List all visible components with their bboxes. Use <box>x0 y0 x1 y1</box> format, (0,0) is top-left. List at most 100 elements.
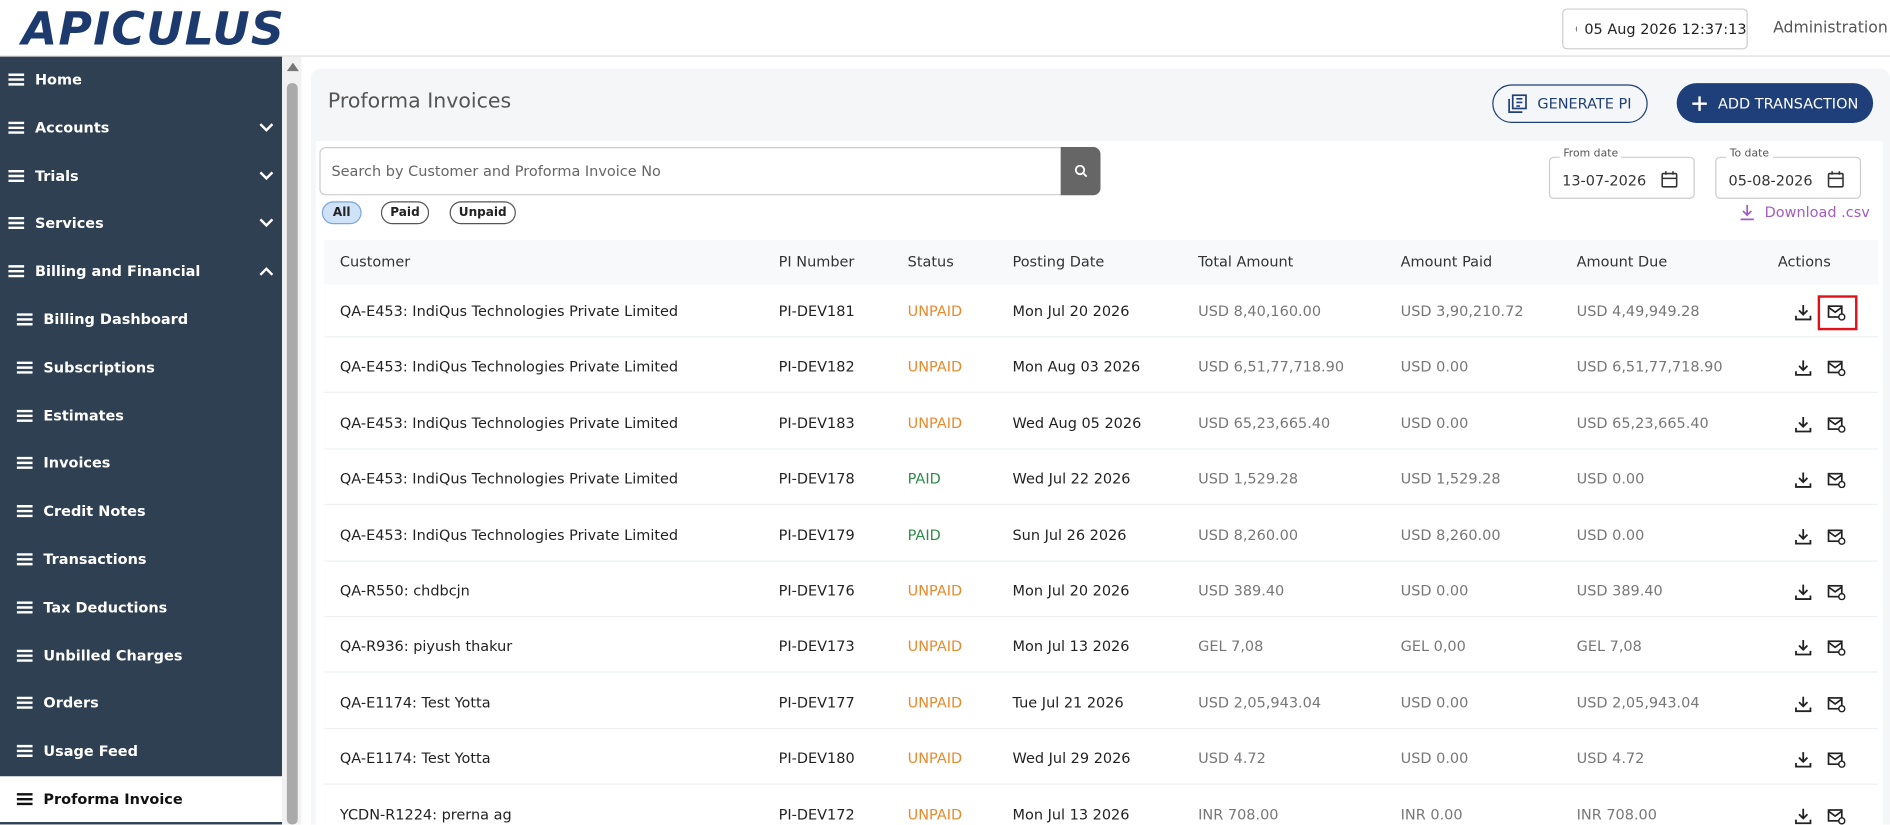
sidebar-item[interactable]: Proforma Invoice <box>0 776 283 823</box>
download-action[interactable] <box>1795 414 1812 437</box>
mail-icon <box>1827 584 1846 601</box>
filter-chip[interactable]: Paid <box>380 201 430 225</box>
sidebar-label[interactable]: Orders <box>43 694 99 712</box>
email-action[interactable] <box>1827 526 1846 549</box>
email-action[interactable] <box>1827 470 1846 493</box>
add-transaction-button[interactable]: ADD TRANSACTION <box>1676 83 1874 123</box>
scroll-up[interactable] <box>286 62 299 72</box>
email-action[interactable] <box>1827 750 1846 773</box>
scroll-thumb[interactable] <box>286 83 298 825</box>
sidebar-label[interactable]: Accounts <box>34 119 110 136</box>
table-cell: PI-DEV173 <box>778 638 855 655</box>
table-cell: USD 1,529.28 <box>1400 470 1501 488</box>
generate-label[interactable]: GENERATE PI <box>1537 95 1632 113</box>
search-button[interactable] <box>1060 147 1101 196</box>
chevron[interactable] <box>259 267 274 277</box>
filter-chip[interactable]: All <box>321 201 362 225</box>
email-action[interactable] <box>1827 358 1846 381</box>
to-date-field[interactable]: To date 05-08-2026 <box>1715 148 1862 199</box>
email-action[interactable] <box>1827 806 1846 825</box>
sidebar-item[interactable]: Usage Feed <box>0 728 282 774</box>
calendar-icon[interactable] <box>1827 171 1844 188</box>
download-action[interactable] <box>1795 303 1812 326</box>
download-icon <box>1795 360 1812 377</box>
table-cell: Mon Jul 20 2026 <box>1012 302 1130 320</box>
table-cell: QA-E453: IndiQus Technologies Private Li… <box>339 302 679 320</box>
sidebar-label[interactable]: Proforma Invoice <box>43 790 183 808</box>
table-cell: USD 0.00 <box>1576 470 1645 488</box>
table-cell: USD 8,260.00 <box>1198 526 1299 544</box>
table-cell: Mon Jul 13 2026 <box>1012 805 1130 823</box>
table-row <box>324 733 1878 784</box>
download-action[interactable] <box>1795 358 1812 381</box>
user-name[interactable]: Administration <box>1773 19 1888 38</box>
generate-pi-button[interactable]: GENERATE PI <box>1492 84 1648 123</box>
sidebar-item[interactable]: Tax Deductions <box>0 584 282 630</box>
table-cell: PI-DEV178 <box>778 470 855 488</box>
sidebar-label[interactable]: Billing and Financial <box>34 262 201 280</box>
from-label: From date <box>1559 148 1622 161</box>
download-action[interactable] <box>1795 526 1812 549</box>
sidebar-item[interactable]: Trials <box>0 153 282 199</box>
sidebar-label[interactable]: Invoices <box>43 454 111 472</box>
sidebar-item[interactable]: Orders <box>0 680 282 726</box>
user-menu[interactable]: Administration ▾ <box>1773 19 1890 37</box>
sidebar-item[interactable]: Invoices <box>0 440 282 486</box>
table-cell: Wed Aug 05 2026 <box>1012 414 1142 432</box>
download-csv[interactable]: Download .csv <box>1739 203 1870 221</box>
email-action[interactable] <box>1827 694 1846 717</box>
chevron[interactable] <box>259 171 274 181</box>
sidebar-label[interactable]: Estimates <box>43 406 124 424</box>
sidebar-item[interactable]: Billing and Financial <box>0 249 282 295</box>
table-cell: USD 0.00 <box>1576 526 1645 544</box>
table-cell: GEL 7,08 <box>1576 638 1642 655</box>
sidebar-item[interactable]: Accounts <box>0 105 282 151</box>
sidebar-item[interactable]: Billing Dashboard <box>0 297 282 343</box>
sidebar-item[interactable]: Subscriptions <box>0 344 282 390</box>
download-action[interactable] <box>1795 470 1812 493</box>
sidebar-label[interactable]: Credit Notes <box>43 502 146 520</box>
download-action[interactable] <box>1795 694 1812 717</box>
sidebar-label[interactable]: Services <box>34 215 104 232</box>
to-date: 05-08-2026 <box>1728 172 1813 190</box>
sidebar-label[interactable]: Home <box>34 71 82 88</box>
download-action[interactable] <box>1795 750 1812 773</box>
email-action[interactable] <box>1827 638 1846 661</box>
column-header: Amount Paid <box>1400 253 1493 271</box>
table-cell: USD 6,51,77,718.90 <box>1576 358 1723 376</box>
download-label[interactable]: Download .csv <box>1764 203 1870 221</box>
sidebar-label[interactable]: Usage Feed <box>43 742 138 760</box>
sidebar-item[interactable]: Credit Notes <box>0 488 282 534</box>
chevron[interactable] <box>259 218 274 229</box>
sidebar-label[interactable]: Billing Dashboard <box>43 310 189 328</box>
sidebar-label[interactable]: Trials <box>34 167 79 184</box>
chevron[interactable] <box>259 123 274 133</box>
sidebar-label[interactable]: Subscriptions <box>43 358 155 376</box>
sidebar-item[interactable]: Home <box>0 57 282 103</box>
email-action[interactable] <box>1827 303 1846 326</box>
table-cell: INR 0.00 <box>1400 805 1463 823</box>
calendar-icon[interactable] <box>1661 171 1678 188</box>
sidebar-item[interactable]: Unbilled Charges <box>0 632 282 678</box>
filter-chip[interactable]: Unpaid <box>449 201 516 225</box>
from-date-field[interactable]: From date 13-07-2026 <box>1548 148 1695 199</box>
logo[interactable]: APICULUS <box>21 2 286 56</box>
sidebar-label[interactable]: Tax Deductions <box>43 598 168 616</box>
email-action[interactable] <box>1827 582 1846 605</box>
sidebar-label[interactable]: Transactions <box>43 550 147 568</box>
table-cell: USD 8,260.00 <box>1400 526 1501 544</box>
sidebar-item[interactable]: Estimates <box>0 392 282 438</box>
sidebar-item[interactable]: Transactions <box>0 536 282 582</box>
sidebar-label[interactable]: Unbilled Charges <box>43 646 183 664</box>
add-label[interactable]: ADD TRANSACTION <box>1717 94 1859 112</box>
table-cell: USD 0.00 <box>1400 358 1469 376</box>
sidebar-item[interactable]: Services <box>0 201 282 247</box>
table-cell: UNPAID <box>907 694 963 711</box>
email-action[interactable] <box>1827 414 1846 437</box>
mail-icon <box>1827 361 1846 377</box>
download-action[interactable] <box>1795 806 1812 825</box>
download-action[interactable] <box>1795 638 1812 661</box>
sidebar <box>0 56 283 825</box>
menu-icon <box>16 601 33 614</box>
download-action[interactable] <box>1795 582 1812 605</box>
